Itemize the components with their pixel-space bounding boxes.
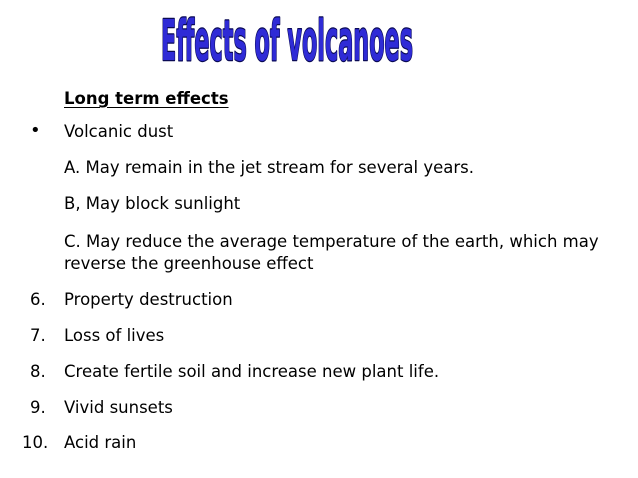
sub-item-a: A. May remain in the jet stream for seve… (64, 158, 474, 177)
list-item: Acid rain (64, 433, 137, 452)
sub-item-c: C. May reduce the average temperature of… (64, 232, 599, 273)
section-heading: Long term effects (64, 89, 229, 108)
list-number: 10. (22, 433, 49, 452)
list-number: 7. (30, 326, 46, 345)
sub-item-b: B, May block sunlight (64, 194, 241, 213)
bullet-text: Volcanic dust (64, 122, 174, 141)
list-number: 9. (30, 398, 46, 417)
slide-title: Effects of volcanoes (0, 8, 638, 72)
list-number: 6. (30, 290, 46, 309)
list-item: Vivid sunsets (64, 398, 173, 417)
list-item: Property destruction (64, 290, 233, 309)
list-number: 8. (30, 362, 46, 381)
list-item: Loss of lives (64, 326, 165, 345)
list-item: Create fertile soil and increase new pla… (64, 362, 440, 381)
bullet-marker: • (30, 120, 41, 141)
slide-title-text: Effects of volcanoes (161, 9, 413, 72)
